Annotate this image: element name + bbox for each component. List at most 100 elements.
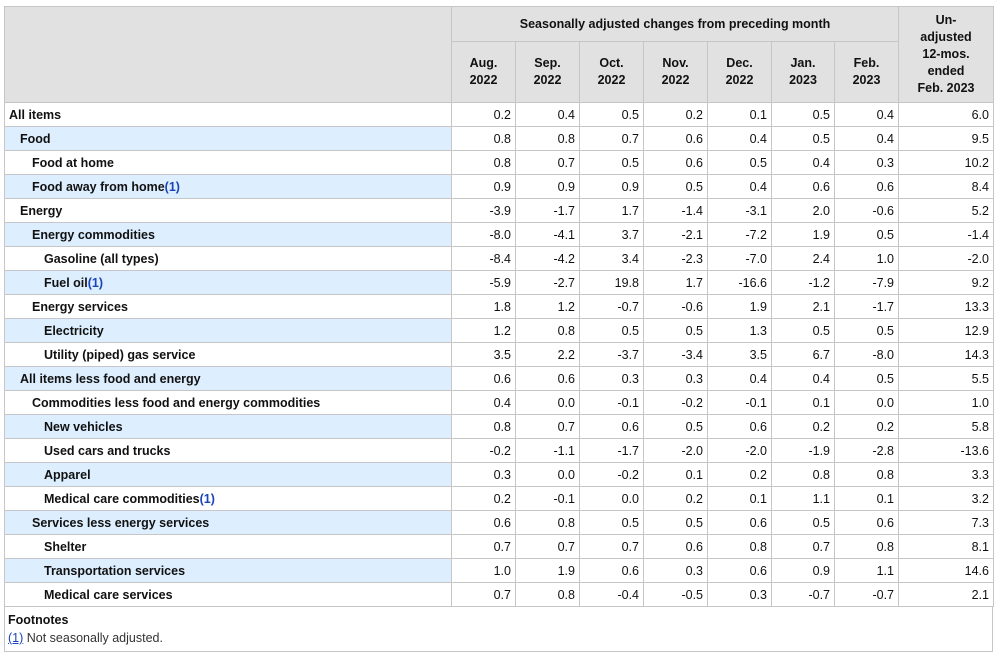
value-cell: -2.0 [898,246,994,271]
value-cell: 0.0 [515,390,580,415]
value-cell: 0.5 [579,510,644,535]
header-sep-2022: Sep. 2022 [515,41,580,103]
table-row: Food away from home(1) 0.9 0.9 0.9 0.5 0.4 0.6… [4,174,994,199]
value-cell: 0.5 [579,150,644,175]
table-row: Utility (piped) gas service 3.5 2.2 -3.7 -3.… [4,342,994,367]
header-aug-2022: Aug. 2022 [451,41,516,103]
value-cell: 0.2 [707,462,772,487]
row-label-text: Energy [20,203,63,218]
value-cell: 0.1 [707,102,772,127]
value-cell: 0.9 [515,174,580,199]
value-cell: 1.9 [707,294,772,319]
value-cell: -1.9 [771,438,835,463]
value-cell: 0.5 [579,102,644,127]
value-cell: 0.5 [579,318,644,343]
value-cell: 1.3 [707,318,772,343]
value-cell: 0.6 [707,510,772,535]
table-row: Energy commodities -8.0 -4.1 3.7 -2.1 -7.2 1.9… [4,222,994,247]
footnotes-title: Footnotes [8,613,69,627]
value-cell: 0.6 [834,174,899,199]
value-cell: -4.1 [515,222,580,247]
header-unadjusted-12-month: Un- adjusted 12-mos. ended Feb. 2023 [898,6,994,103]
value-cell: 1.1 [771,486,835,511]
value-cell: 0.9 [771,558,835,583]
value-cell: -1.7 [579,438,644,463]
span-header: Seasonally adjusted changes from precedi… [451,6,899,42]
value-cell: 0.6 [643,126,708,151]
value-cell: 6.7 [771,342,835,367]
value-cell: 19.8 [579,270,644,295]
value-cell: 8.1 [898,534,994,559]
value-cell: 1.2 [515,294,580,319]
value-cell: -7.0 [707,246,772,271]
value-cell: 9.5 [898,126,994,151]
value-cell: -4.2 [515,246,580,271]
value-cell: -0.6 [643,294,708,319]
table-row: Medical care commodities(1) 0.2 -0.1 0.0 0.2… [4,486,994,511]
row-label: Electricity [4,318,452,343]
row-label: Utility (piped) gas service [4,342,452,367]
value-cell: -0.7 [771,582,835,607]
value-cell: 0.6 [451,366,516,391]
value-cell: 0.4 [515,102,580,127]
value-cell: 0.5 [643,414,708,439]
table-row: Food 0.8 0.8 0.7 0.6 0.4 0.5 0.4 9.5 [4,126,994,151]
row-label: Energy commodities [4,222,452,247]
value-cell: -2.3 [643,246,708,271]
value-cell: 0.4 [707,126,772,151]
footnote-link[interactable]: (1) [87,275,104,290]
table-row: Gasoline (all types) -8.4 -4.2 3.4 -2.3 -7.0 2… [4,246,994,271]
value-cell: -0.1 [707,390,772,415]
value-cell: 0.2 [771,414,835,439]
value-cell: 1.9 [771,222,835,247]
footnote-link[interactable]: (1) [199,491,215,506]
value-cell: 0.6 [579,414,644,439]
value-cell: -2.0 [643,438,708,463]
footnote-marker-link[interactable]: (1) [8,631,24,645]
value-cell: -0.1 [579,390,644,415]
value-cell: 0.6 [515,366,580,391]
row-label: Commodities less food and energy commodi… [4,390,452,415]
table-row: Used cars and trucks -0.2 -1.1 -1.7 -2.0 -2.0… [4,438,994,463]
value-cell: 3.2 [898,486,994,511]
value-cell: 0.3 [643,366,708,391]
header-nov-2022: Nov. 2022 [643,41,708,103]
value-cell: 0.5 [834,222,899,247]
value-cell: 0.6 [707,414,772,439]
value-cell: 14.3 [898,342,994,367]
row-label-text: Services less energy services [32,515,210,530]
value-cell: 0.5 [643,174,708,199]
header-dec-2022: Dec. 2022 [707,41,772,103]
row-label-text: Utility (piped) gas service [44,347,196,362]
value-cell: 2.2 [515,342,580,367]
row-label: Food at home [4,150,452,175]
value-cell: -1.4 [898,222,994,247]
value-cell: 0.7 [771,534,835,559]
table-row: Medical care services 0.7 0.8 -0.4 -0.5 0.3 -0… [4,582,994,607]
value-cell: 7.3 [898,510,994,535]
value-cell: 0.1 [771,390,835,415]
value-cell: 0.4 [834,102,899,127]
value-cell: -0.2 [643,390,708,415]
value-cell: 1.0 [451,558,516,583]
row-label-text: Commodities less food and energy commodi… [32,395,321,410]
value-cell: -1.4 [643,198,708,223]
value-cell: 0.4 [707,174,772,199]
row-label-text: Energy commodities [32,227,155,242]
value-cell: 1.8 [451,294,516,319]
header-jan-2023: Jan. 2023 [771,41,835,103]
value-cell: -0.4 [579,582,644,607]
value-cell: 3.5 [707,342,772,367]
value-cell: 1.7 [643,270,708,295]
value-cell: -0.2 [451,438,516,463]
value-cell: 0.8 [834,534,899,559]
row-label: Shelter [4,534,452,559]
value-cell: 0.2 [643,102,708,127]
value-cell: -2.7 [515,270,580,295]
row-label: Used cars and trucks [4,438,452,463]
row-label: Medical care commodities(1) [4,486,452,511]
value-cell: 0.3 [451,462,516,487]
footnote-link[interactable]: (1) [164,179,180,194]
value-cell: 1.0 [834,246,899,271]
value-cell: 0.2 [834,414,899,439]
